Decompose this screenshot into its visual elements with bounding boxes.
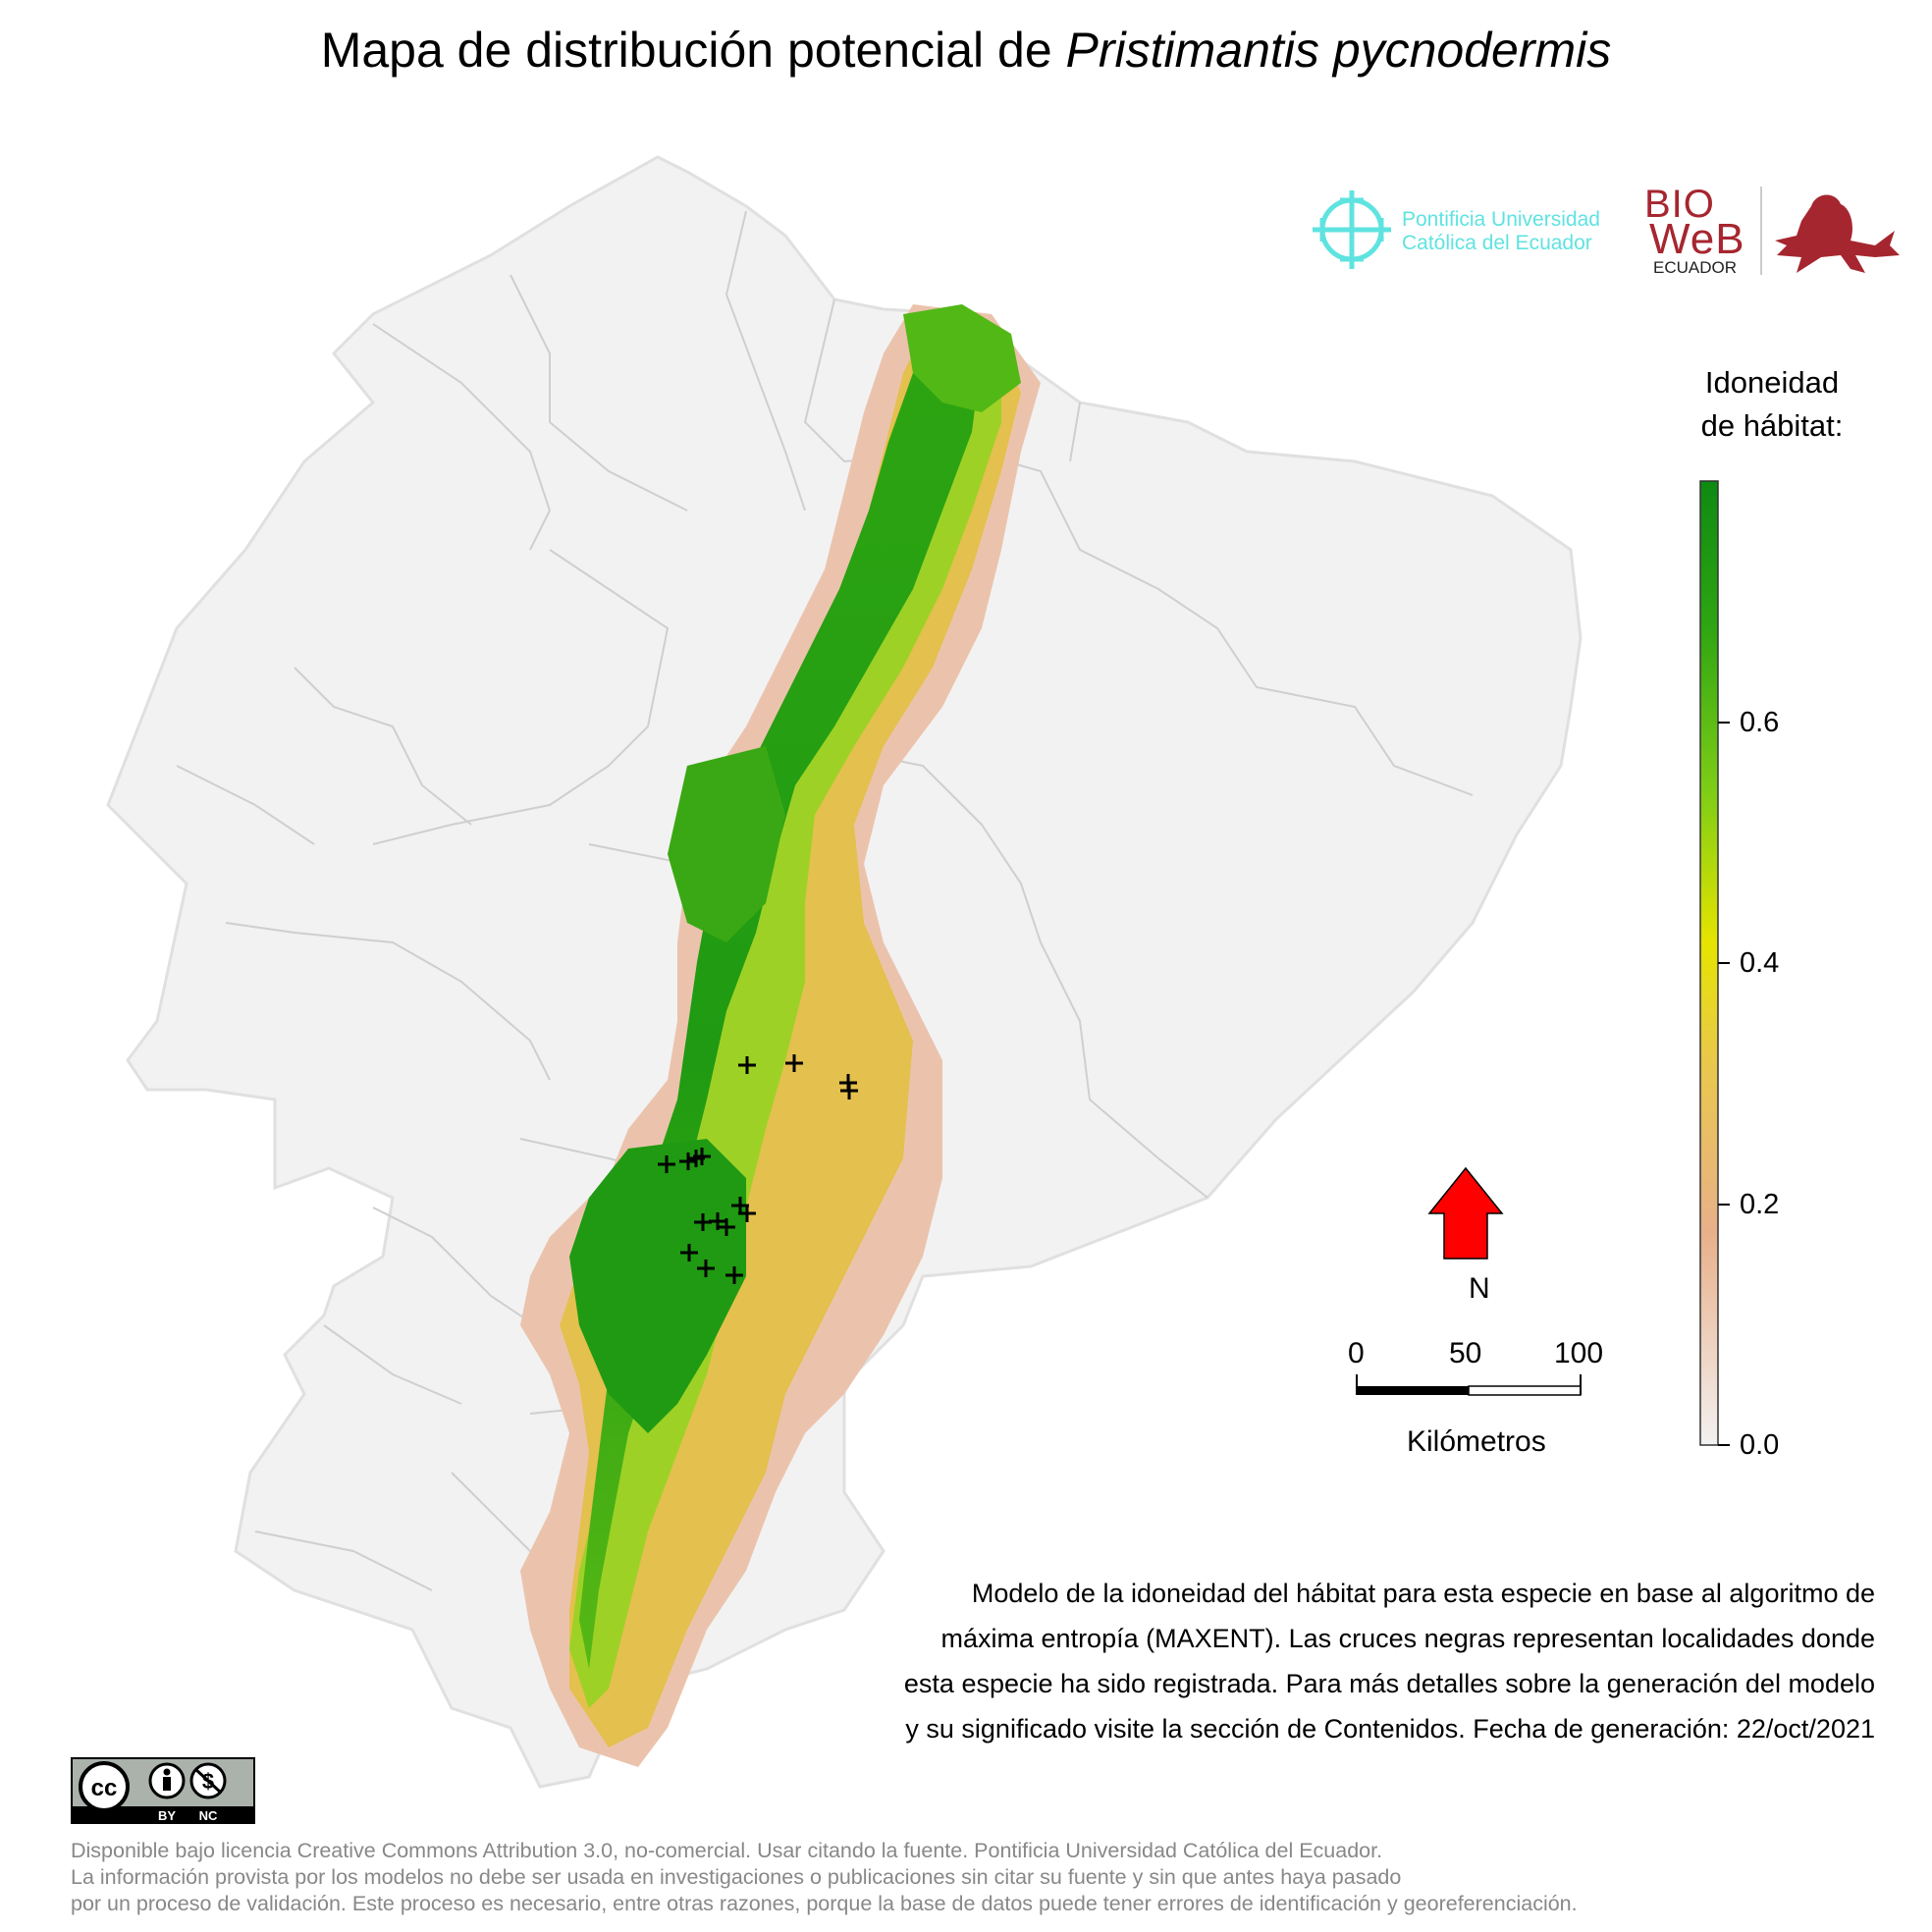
- description-line-4: y su significado visite la sección de Co…: [905, 1714, 1875, 1744]
- scale-tick-label: 0: [1348, 1337, 1365, 1369]
- record-cross: [680, 1244, 698, 1261]
- puce-line-1: Pontificia Universidad: [1402, 208, 1600, 231]
- legend-title-line-1: Idoneidad: [1704, 365, 1840, 400]
- record-cross: [693, 1148, 711, 1165]
- cc-by-label: BY: [158, 1808, 176, 1823]
- legend-tick-label: 0.2: [1740, 1189, 1780, 1220]
- suitability-layer: [520, 304, 1041, 1767]
- scale-tick-label: 50: [1449, 1337, 1482, 1369]
- scale-bar: [1356, 1374, 1582, 1396]
- record-cross: [840, 1082, 858, 1100]
- license-line-2: La información provista por los modelos …: [71, 1865, 1402, 1889]
- license-line-3: por un proceso de validación. Este proce…: [71, 1892, 1578, 1915]
- description-line-2: máxima entropía (MAXENT). Las cruces neg…: [940, 1624, 1875, 1653]
- cc-license-badge[interactable]: cc $ BY NC: [71, 1757, 255, 1824]
- legend-title: Idoneidad de hábitat:: [1659, 361, 1885, 448]
- legend-tick-label: 0.0: [1740, 1429, 1780, 1461]
- record-cross: [718, 1218, 735, 1236]
- bioweb-logo-web: WeB: [1649, 215, 1745, 263]
- record-cross: [679, 1153, 697, 1170]
- record-cross: [738, 1056, 756, 1074]
- legend-colorbar: [1699, 480, 1730, 1446]
- puce-logo: [1313, 190, 1391, 269]
- description-line-1: Modelo de la idoneidad del hábitat para …: [971, 1579, 1875, 1608]
- north-label: N: [1469, 1272, 1490, 1305]
- record-cross: [725, 1266, 743, 1284]
- map-description: Modelo de la idoneidad del hábitat para …: [746, 1571, 1875, 1751]
- license-notice: Disponible bajo licencia Creative Common…: [71, 1838, 1916, 1917]
- legend-tick-label: 0.4: [1740, 947, 1780, 979]
- legend-title-line-2: de hábitat:: [1700, 408, 1844, 443]
- puce-line-2: Católica del Ecuador: [1402, 232, 1592, 254]
- map-title: Mapa de distribución potencial de Pristi…: [0, 22, 1932, 79]
- record-cross: [785, 1054, 803, 1072]
- scale-tick-label: 100: [1554, 1337, 1604, 1369]
- description-line-3: esta especie ha sido registrada. Para má…: [903, 1669, 1875, 1698]
- license-line-1: Disponible bajo licencia Creative Common…: [71, 1839, 1383, 1862]
- title-species: Pristimantis pycnodermis: [1065, 23, 1612, 78]
- record-cross: [738, 1205, 756, 1222]
- record-cross: [658, 1155, 675, 1173]
- cc-nc-label: NC: [199, 1808, 218, 1823]
- frog-icon: [1760, 187, 1900, 275]
- bioweb-logo-ecuador: ECUADOR: [1653, 258, 1738, 277]
- legend-tick-label: 0.6: [1740, 707, 1780, 738]
- record-cross: [697, 1260, 715, 1277]
- record-markers: [658, 1054, 858, 1284]
- scale-unit-label: Kilómetros: [1407, 1425, 1546, 1458]
- puce-name: Pontificia Universidad Católica del Ecua…: [1402, 208, 1600, 255]
- svg-text:cc: cc: [91, 1775, 118, 1801]
- bioweb-logo-bio: BIO: [1644, 183, 1715, 226]
- title-prefix: Mapa de distribución potencial de: [320, 23, 1066, 78]
- north-arrow-icon: [1427, 1166, 1504, 1260]
